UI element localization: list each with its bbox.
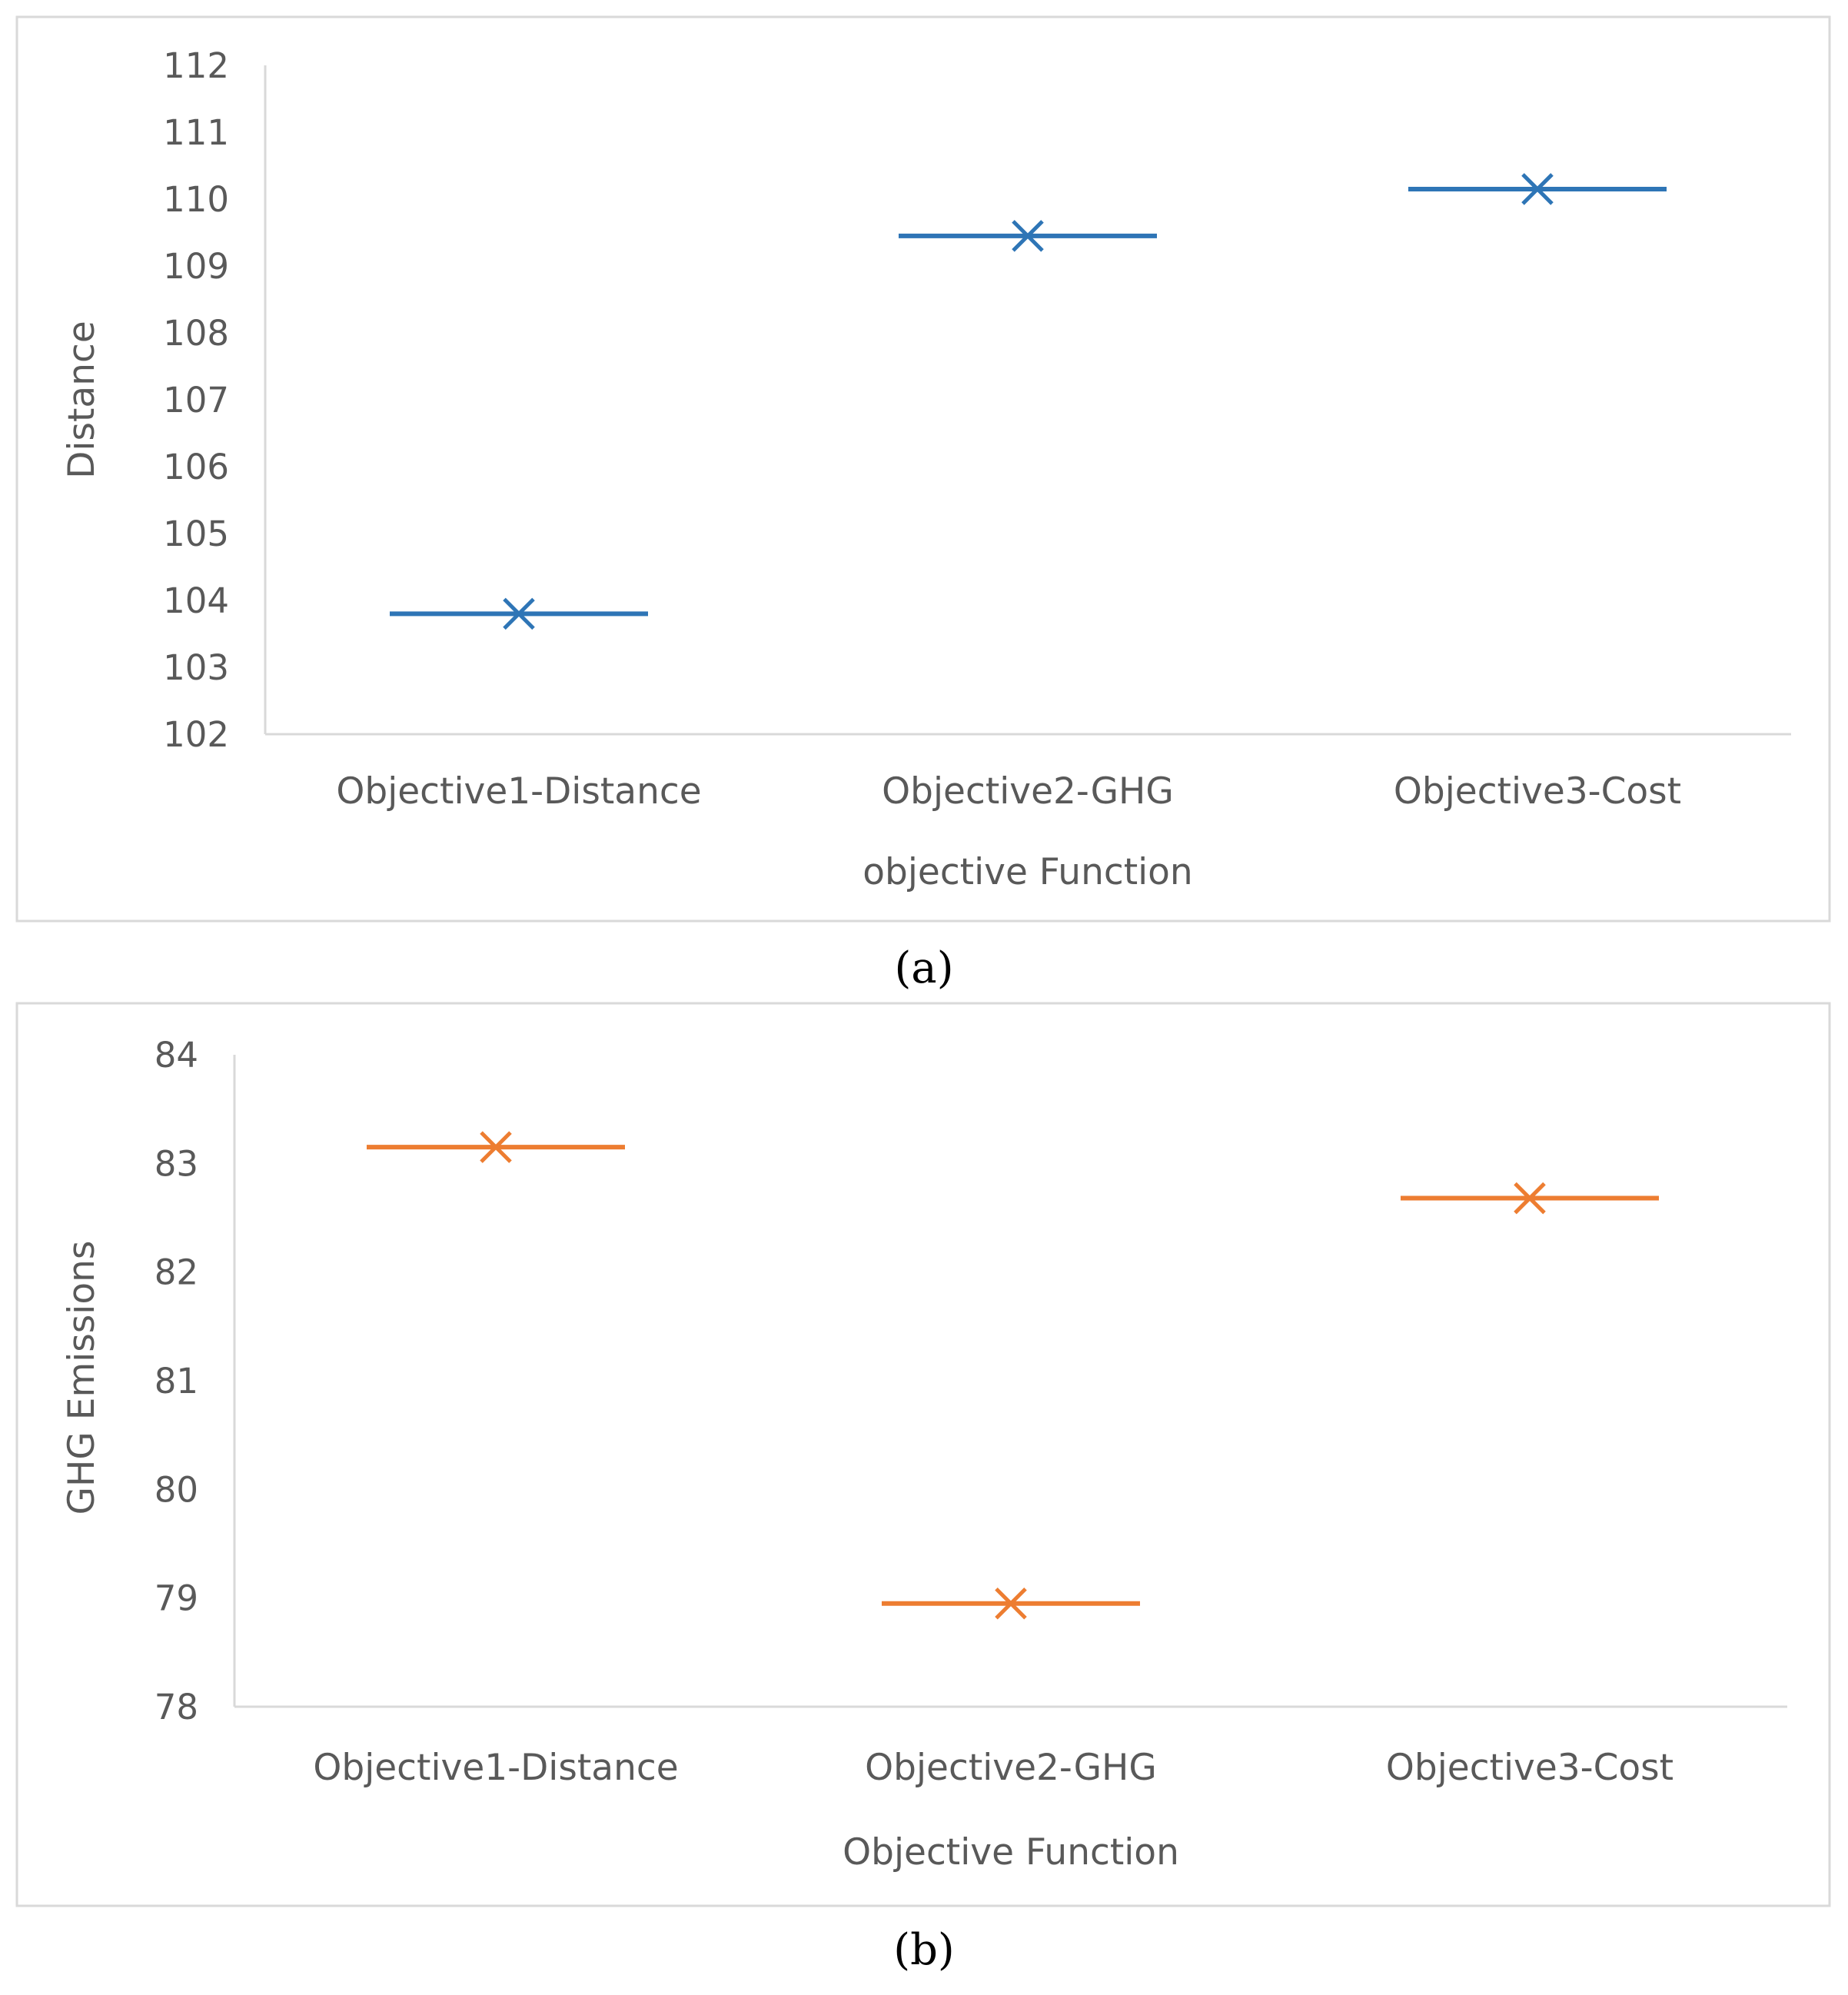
y-tick-label: 80 (155, 1469, 198, 1510)
y-tick-label: 79 (155, 1578, 198, 1619)
y-tick-label: 82 (155, 1252, 198, 1293)
chart-b-x-axis-title: Objective Function (843, 1831, 1179, 1874)
y-tick-label: 83 (155, 1143, 198, 1184)
chart-a-x-axis-title: objective Function (863, 851, 1192, 893)
data-point-marker-1 (503, 597, 535, 630)
chart-a-x-ticks: Objective1-Distance Objective2-GHG Objecti… (336, 770, 1681, 813)
y-tick-label: 84 (155, 1035, 198, 1076)
x-category-label: Objective3-Cost (1386, 1747, 1674, 1789)
y-tick-label: 111 (163, 112, 229, 153)
caption-b: (b) (893, 1925, 955, 1975)
chart-b-y-axis-title: GHG Emissions (61, 1241, 103, 1515)
data-point-marker-3 (1521, 173, 1554, 205)
y-tick-label: 109 (163, 246, 229, 287)
caption-a: (a) (894, 943, 953, 993)
data-point-marker-2 (995, 1587, 1027, 1620)
x-category-label: Objective1-Distance (313, 1747, 678, 1789)
chart-a-frame (15, 15, 1831, 923)
y-tick-label: 107 (163, 380, 229, 421)
y-tick-label: 81 (155, 1361, 198, 1401)
y-tick-label: 106 (163, 447, 229, 487)
chart-a-y-axis-title: Distance (61, 321, 103, 479)
data-point-marker-1 (480, 1131, 512, 1163)
chart-a: 102 103 104 105 106 107 108 109 110 111 112 Object… (15, 15, 1831, 923)
y-tick-label: 108 (163, 313, 229, 354)
chart-b-y-ticks: 78 79 80 81 82 83 84 (155, 1035, 198, 1727)
y-tick-label: 112 (163, 45, 229, 86)
data-point-marker-2 (1012, 220, 1044, 252)
y-tick-label: 105 (163, 514, 229, 554)
y-tick-label: 78 (155, 1687, 198, 1727)
data-point-marker-3 (1514, 1182, 1546, 1215)
y-tick-label: 104 (163, 580, 229, 621)
x-category-label: Objective2-GHG (882, 770, 1174, 813)
x-category-label: Objective3-Cost (1394, 770, 1681, 813)
chart-b-frame (15, 1002, 1831, 1907)
chart-a-y-ticks: 102 103 104 105 106 107 108 109 110 111 112 (163, 45, 229, 755)
y-tick-label: 110 (163, 179, 229, 220)
chart-b-x-ticks: Objective1-Distance Objective2-GHG Objecti… (313, 1747, 1674, 1789)
chart-a-marks (390, 173, 1667, 630)
x-category-label: Objective1-Distance (336, 770, 701, 813)
x-category-label: Objective2-GHG (865, 1747, 1157, 1789)
y-tick-label: 102 (163, 714, 229, 755)
chart-b-marks (367, 1131, 1659, 1620)
y-tick-label: 103 (163, 647, 229, 688)
